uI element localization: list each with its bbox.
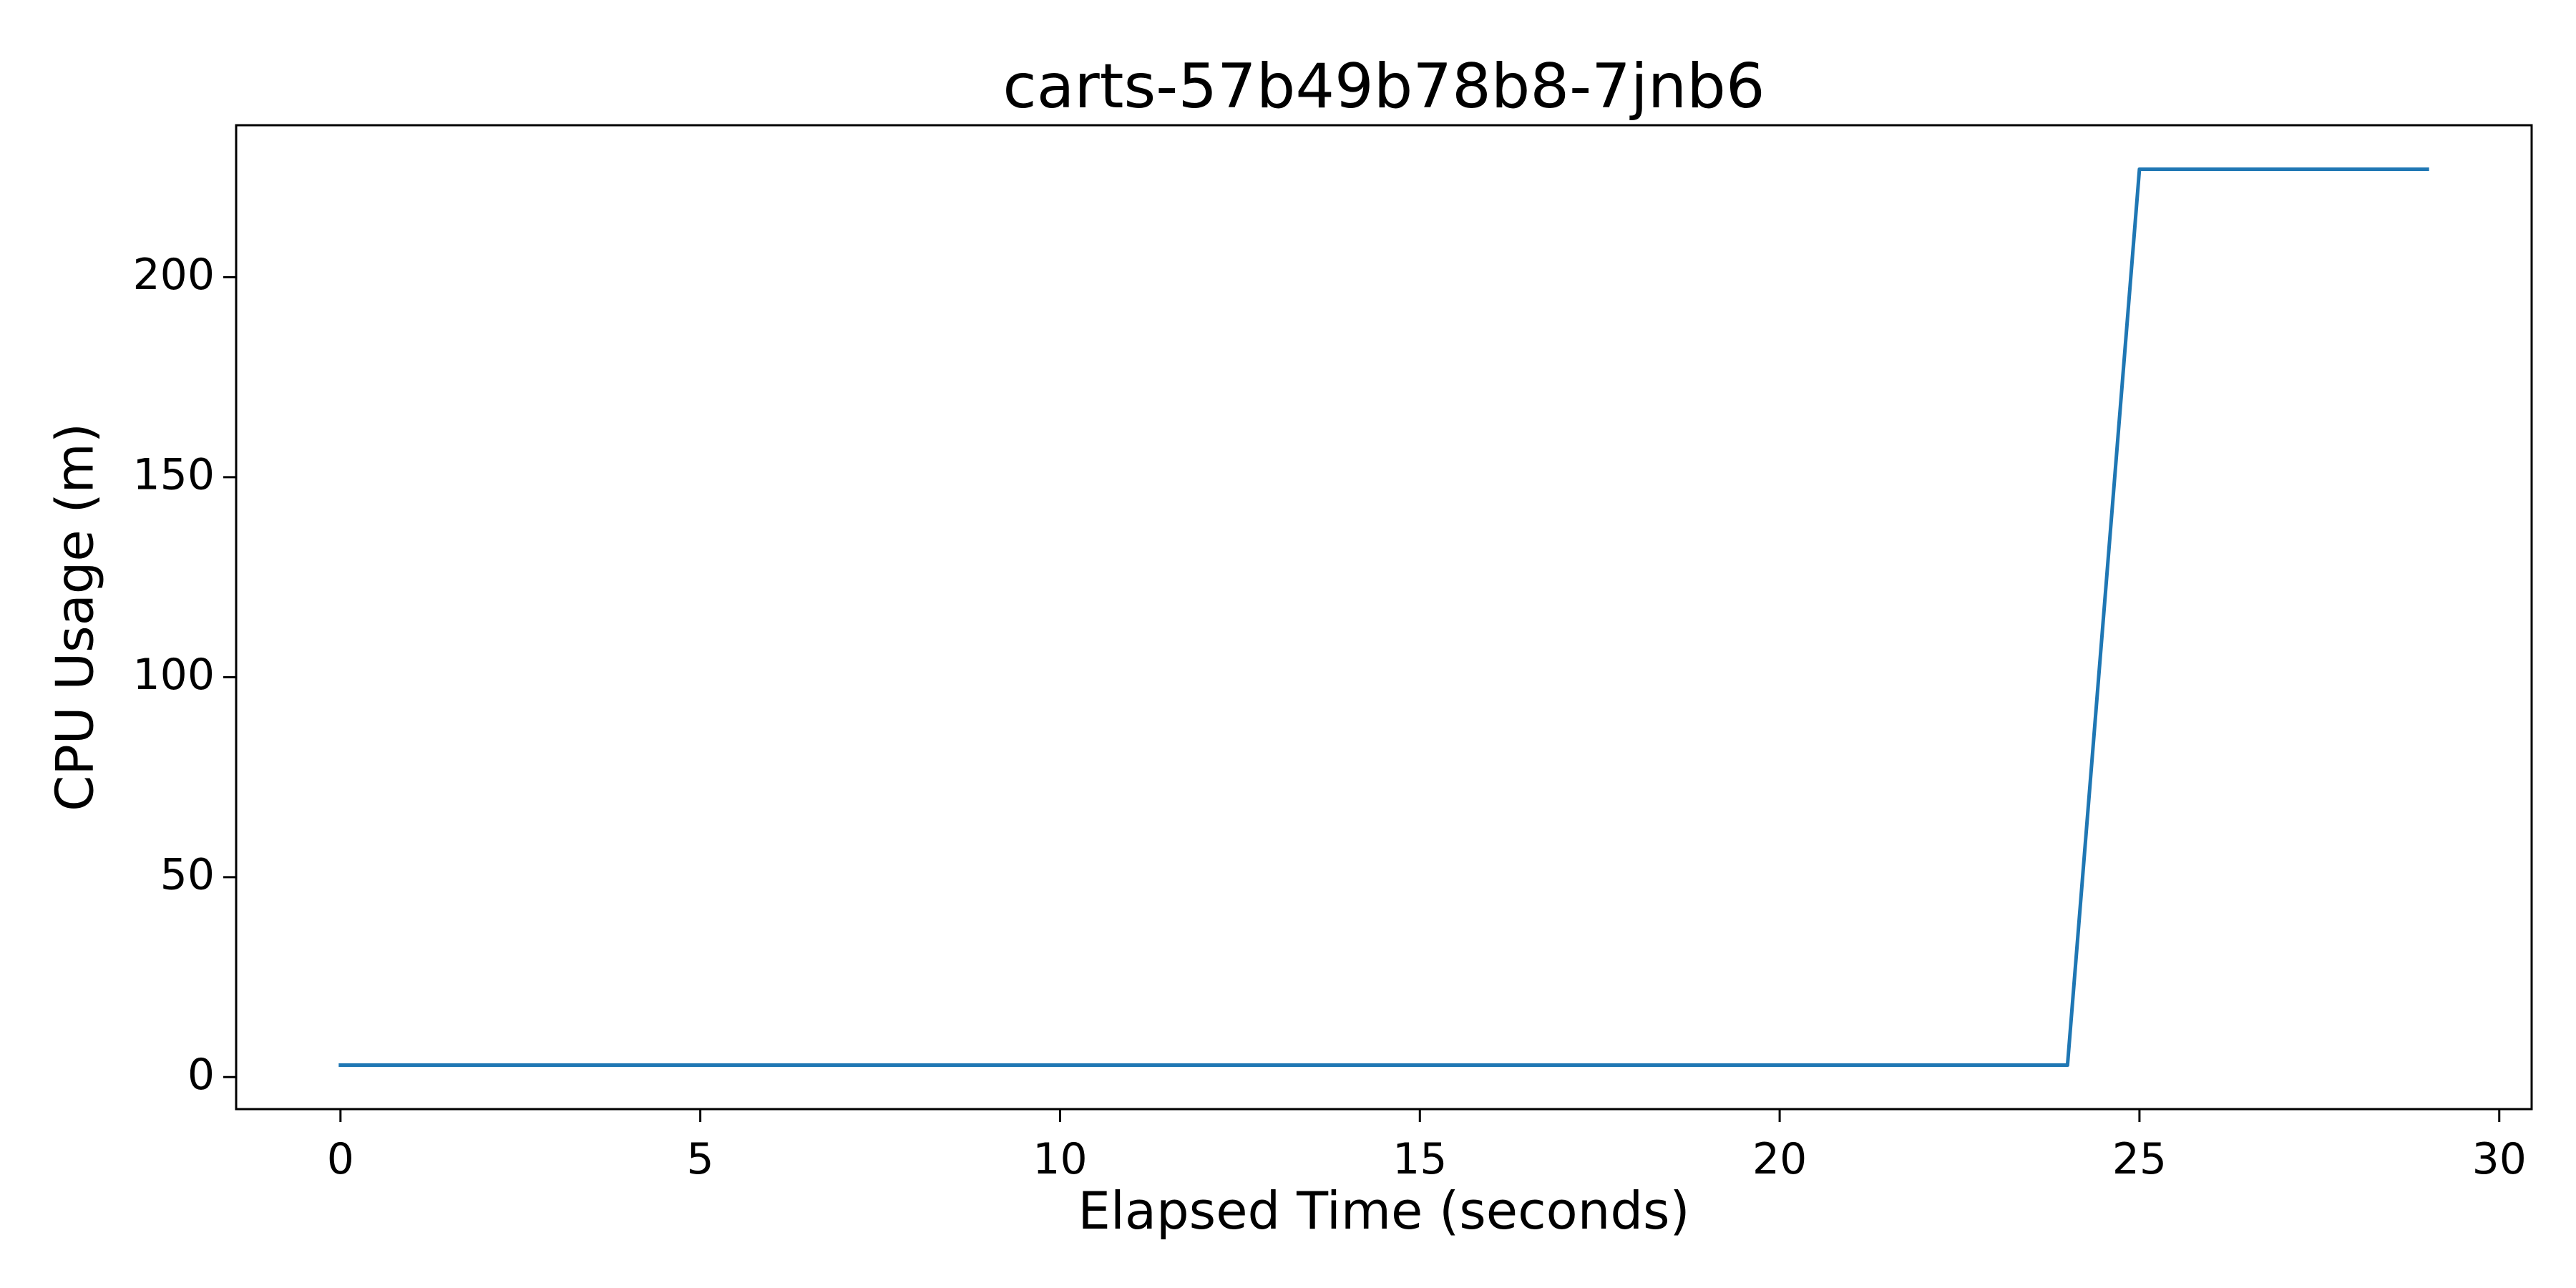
y-tick-label: 0 <box>187 1050 215 1100</box>
y-tick-label: 100 <box>132 650 215 700</box>
x-tick-label: 10 <box>1033 1134 1087 1184</box>
series-line <box>338 167 2429 1068</box>
x-tick-label: 30 <box>2472 1134 2527 1184</box>
chart-title: carts-57b49b78b8-7jnb6 <box>1002 51 1765 122</box>
y-tick-label: 50 <box>160 849 215 899</box>
x-tick-label: 15 <box>1392 1134 1447 1184</box>
y-axis-label: CPU Usage (m) <box>45 423 105 811</box>
plot-frame <box>235 124 2533 1111</box>
plot-layer <box>235 124 2533 1111</box>
y-tick-label: 150 <box>132 449 215 499</box>
x-axis-label: Elapsed Time (seconds) <box>1078 1181 1689 1241</box>
tick-layer: 0 5 10 15 20 25 30 0 50 100 150 200 <box>132 250 2526 1184</box>
x-tick-label: 20 <box>1752 1134 1807 1184</box>
x-tick-label: 0 <box>327 1134 354 1184</box>
x-tick-label: 5 <box>687 1134 714 1184</box>
x-tick-label: 25 <box>2112 1134 2167 1184</box>
y-tick-label: 200 <box>132 250 215 300</box>
